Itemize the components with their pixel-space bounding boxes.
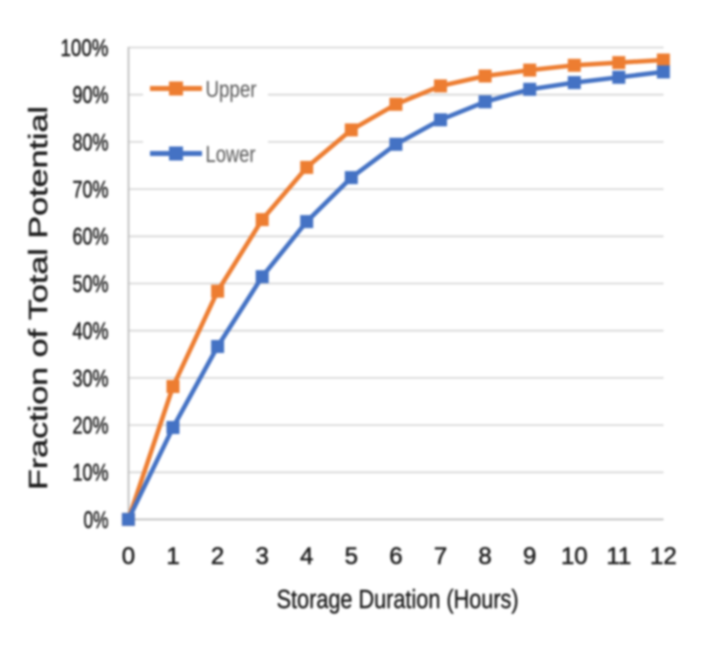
svg-text:0%: 0% (84, 507, 109, 534)
svg-text:100%: 100% (61, 35, 109, 62)
svg-text:90%: 90% (73, 82, 109, 109)
svg-text:2: 2 (211, 543, 224, 570)
svg-text:40%: 40% (73, 318, 109, 345)
svg-text:Upper: Upper (206, 76, 257, 102)
svg-text:20%: 20% (73, 413, 109, 440)
svg-text:9: 9 (523, 543, 536, 570)
svg-text:7: 7 (434, 543, 447, 570)
svg-text:3: 3 (256, 543, 269, 570)
svg-text:4: 4 (300, 543, 313, 570)
svg-text:6: 6 (389, 543, 402, 570)
svg-text:50%: 50% (73, 271, 109, 298)
svg-text:10: 10 (561, 543, 588, 570)
svg-text:5: 5 (345, 543, 358, 570)
svg-text:30%: 30% (73, 365, 109, 392)
svg-text:0: 0 (122, 543, 135, 570)
svg-text:70%: 70% (73, 177, 109, 204)
svg-text:Storage Duration (Hours): Storage Duration (Hours) (277, 586, 519, 614)
svg-text:Lower: Lower (206, 141, 256, 167)
svg-text:10%: 10% (73, 460, 109, 487)
svg-text:8: 8 (478, 543, 491, 570)
svg-text:12: 12 (650, 543, 677, 570)
svg-text:1: 1 (166, 543, 179, 570)
svg-text:60%: 60% (73, 224, 109, 251)
svg-text:11: 11 (606, 543, 631, 570)
svg-text:80%: 80% (73, 129, 109, 156)
svg-text:Fraction of Total Potential: Fraction of Total Potential (23, 106, 53, 490)
